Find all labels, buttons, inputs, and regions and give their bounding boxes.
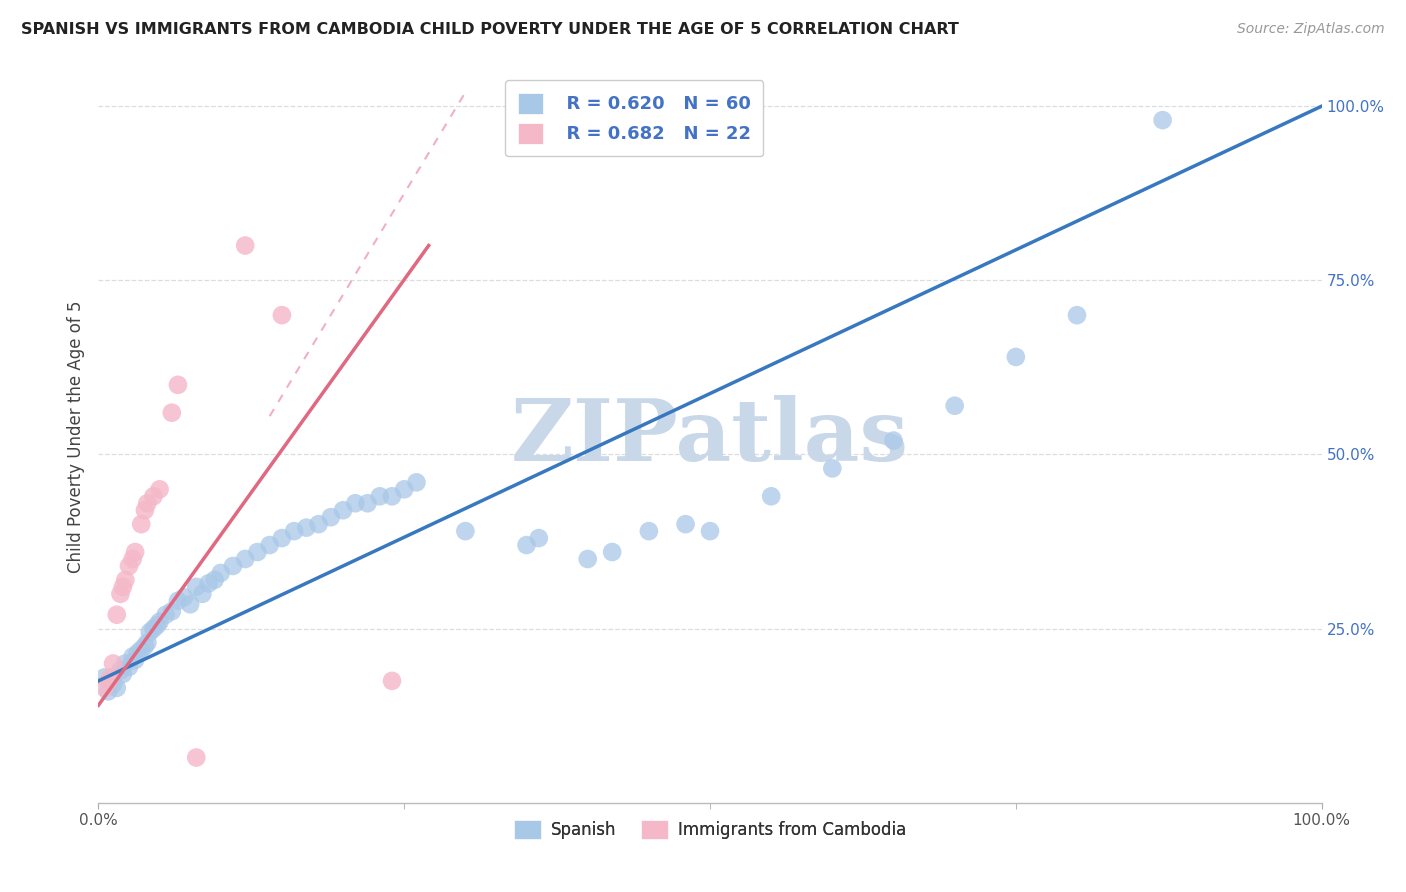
Point: [124, 653, 146, 667]
Point: [136, 496, 159, 510]
Point: [222, 558, 245, 573]
Point: [600, 545, 623, 559]
Point: [1152, 113, 1174, 128]
Point: [197, 576, 219, 591]
Legend: Spanish, Immigrants from Cambodia: Spanish, Immigrants from Cambodia: [508, 814, 912, 846]
Point: [332, 503, 354, 517]
Point: [319, 510, 342, 524]
Point: [93, 670, 115, 684]
Point: [100, 673, 122, 688]
Point: [97, 684, 120, 698]
Point: [105, 681, 128, 695]
Point: [139, 625, 162, 640]
Point: [114, 573, 136, 587]
Point: [129, 517, 152, 532]
Point: [270, 308, 294, 322]
Point: [381, 673, 404, 688]
Point: [233, 238, 256, 252]
Point: [637, 524, 661, 538]
Point: [134, 639, 156, 653]
Point: [134, 503, 156, 517]
Text: Source: ZipAtlas.com: Source: ZipAtlas.com: [1237, 22, 1385, 37]
Point: [405, 475, 427, 490]
Point: [101, 657, 124, 671]
Point: [111, 667, 134, 681]
Point: [146, 618, 169, 632]
Point: [105, 607, 128, 622]
Point: [454, 524, 477, 538]
Point: [127, 646, 149, 660]
Point: [259, 538, 281, 552]
Point: [124, 545, 146, 559]
Point: [344, 496, 367, 510]
Text: SPANISH VS IMMIGRANTS FROM CAMBODIA CHILD POVERTY UNDER THE AGE OF 5 CORRELATION: SPANISH VS IMMIGRANTS FROM CAMBODIA CHIL…: [21, 22, 959, 37]
Point: [821, 461, 844, 475]
Point: [283, 524, 305, 538]
Point: [943, 399, 966, 413]
Point: [576, 552, 599, 566]
Point: [191, 587, 214, 601]
Point: [1066, 308, 1088, 322]
Point: [392, 483, 416, 497]
Point: [118, 660, 141, 674]
Point: [246, 545, 269, 559]
Point: [186, 580, 208, 594]
Point: [167, 377, 190, 392]
Point: [111, 580, 134, 594]
Point: [179, 597, 201, 611]
Text: ZIPatlas: ZIPatlas: [510, 395, 910, 479]
Point: [308, 517, 330, 532]
Point: [209, 566, 232, 580]
Point: [699, 524, 721, 538]
Point: [368, 489, 391, 503]
Point: [149, 483, 172, 497]
Point: [173, 591, 195, 605]
Point: [136, 635, 159, 649]
Point: [270, 531, 294, 545]
Point: [100, 670, 122, 684]
Point: [121, 552, 143, 566]
Point: [883, 434, 905, 448]
Point: [186, 750, 208, 764]
Point: [160, 604, 183, 618]
Point: [110, 587, 132, 601]
Point: [167, 594, 190, 608]
Point: [356, 496, 378, 510]
Point: [761, 489, 783, 503]
Point: [118, 558, 141, 573]
Point: [204, 573, 226, 587]
Point: [1004, 350, 1026, 364]
Point: [381, 489, 404, 503]
Point: [295, 521, 318, 535]
Point: [121, 649, 143, 664]
Point: [142, 489, 165, 503]
Point: [527, 531, 550, 545]
Point: [675, 517, 697, 532]
Point: [515, 538, 537, 552]
Point: [233, 552, 256, 566]
Point: [110, 664, 132, 678]
Y-axis label: Child Poverty Under the Age of 5: Child Poverty Under the Age of 5: [66, 301, 84, 574]
Point: [101, 677, 124, 691]
Point: [160, 406, 183, 420]
Point: [114, 657, 136, 671]
Point: [142, 622, 165, 636]
Point: [97, 673, 120, 688]
Point: [155, 607, 177, 622]
Point: [93, 681, 115, 695]
Point: [149, 615, 172, 629]
Point: [129, 642, 152, 657]
